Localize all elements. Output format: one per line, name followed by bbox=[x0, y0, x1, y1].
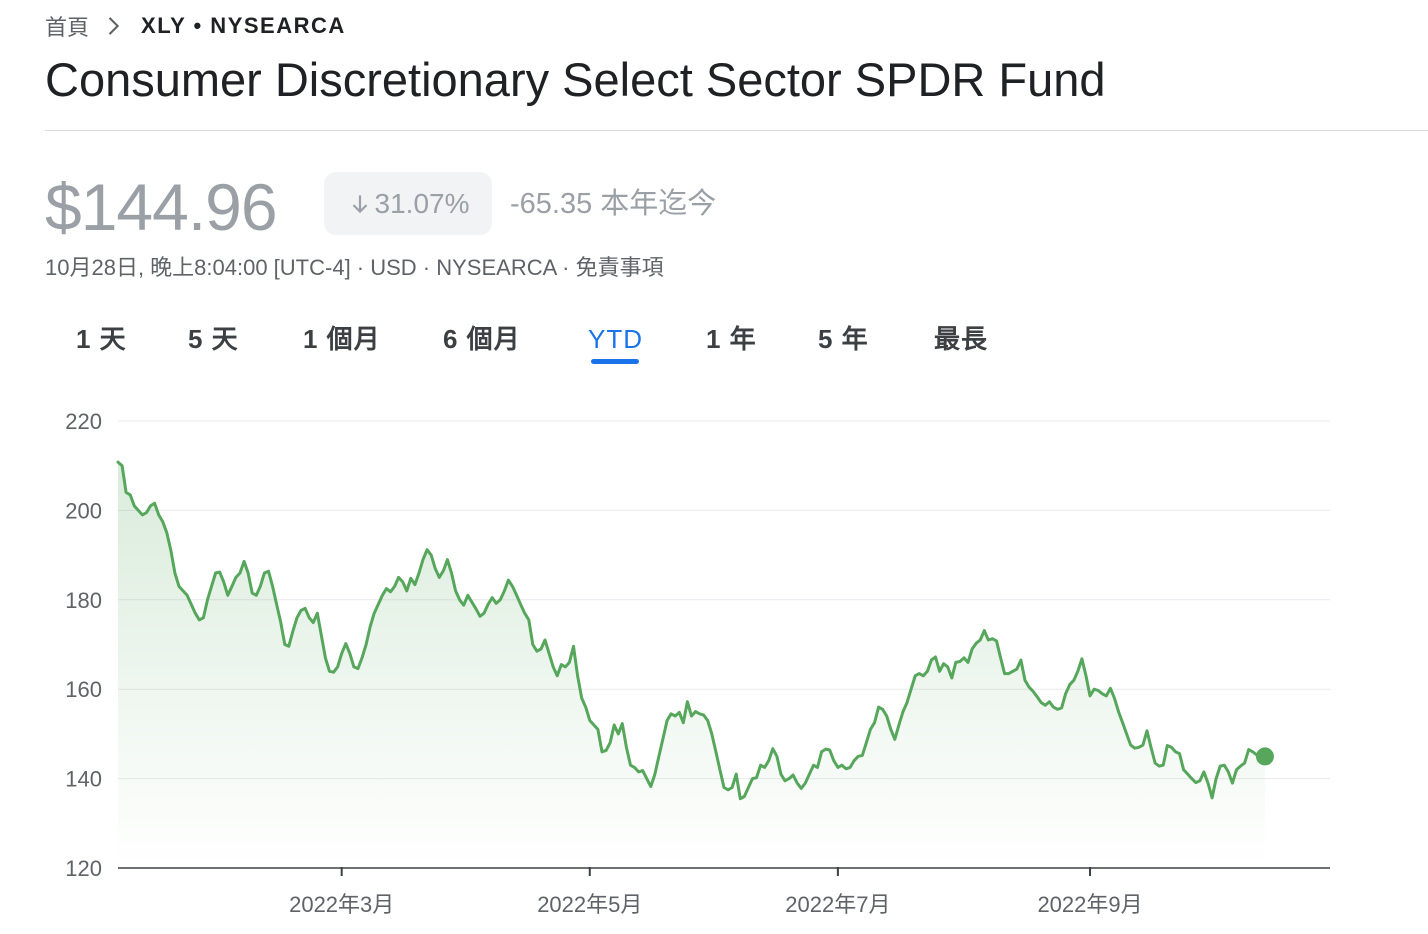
tab-5-days[interactable]: 5 天 bbox=[188, 324, 239, 354]
breadcrumb-current-ticker: XLY • NYSEARCA bbox=[141, 13, 346, 38]
change-percent-value: 31.07% bbox=[374, 187, 470, 219]
tab-5-years[interactable]: 5 年 bbox=[818, 324, 869, 354]
y-tick-label: 200 bbox=[65, 498, 102, 523]
y-tick-label: 120 bbox=[65, 856, 102, 881]
arrow-down-icon bbox=[352, 194, 367, 213]
tab-1-day[interactable]: 1 天 bbox=[76, 324, 127, 354]
y-tick-label: 160 bbox=[65, 677, 102, 702]
chevron-right-icon bbox=[108, 17, 120, 35]
y-tick-label: 180 bbox=[65, 588, 102, 613]
page-title: Consumer Discretionary Select Sector SPD… bbox=[45, 53, 1106, 106]
tab-1-year[interactable]: 1 年 bbox=[706, 324, 757, 354]
breadcrumb-home-link[interactable]: 首頁 bbox=[45, 15, 90, 40]
change-absolute-ytd: -65.35 本年迄今 bbox=[510, 188, 717, 220]
last-price-point bbox=[1255, 747, 1274, 766]
price-chart[interactable]: 220 200 180 160 140 120 2022年3月 2022年5月 2022年7月 2… bbox=[0, 390, 1428, 934]
tab-ytd[interactable]: YTD bbox=[588, 324, 643, 354]
y-tick-label: 220 bbox=[65, 409, 102, 434]
active-tab-indicator bbox=[591, 359, 639, 364]
quote-meta: 10月28日, 晚上8:04:00 [UTC-4] · USD · NYSEAR… bbox=[45, 254, 664, 282]
x-tick-label: 2022年3月 bbox=[289, 892, 394, 917]
price-line bbox=[116, 460, 1267, 801]
quote-timestamp-info: 10月28日, 晚上8:04:00 [UTC-4] · USD · NYSEAR… bbox=[45, 255, 576, 280]
title-divider bbox=[45, 130, 1428, 131]
tab-max[interactable]: 最長 bbox=[934, 324, 989, 354]
tab-6-months[interactable]: 6 個月 bbox=[443, 324, 521, 354]
x-tick-label: 2022年5月 bbox=[537, 892, 642, 917]
disclaimer-link[interactable]: 免責事項 bbox=[575, 255, 664, 280]
x-tick-label: 2022年7月 bbox=[785, 892, 890, 917]
price-area-fill bbox=[118, 462, 1265, 868]
breadcrumb: 首頁 XLY • NYSEARCA bbox=[45, 10, 346, 42]
change-percent-badge: 31.07% bbox=[324, 172, 492, 235]
y-tick-label: 140 bbox=[65, 767, 102, 792]
tab-1-month[interactable]: 1 個月 bbox=[303, 324, 381, 354]
current-price: $144.96 bbox=[45, 170, 278, 244]
x-tick-label: 2022年9月 bbox=[1037, 892, 1142, 917]
